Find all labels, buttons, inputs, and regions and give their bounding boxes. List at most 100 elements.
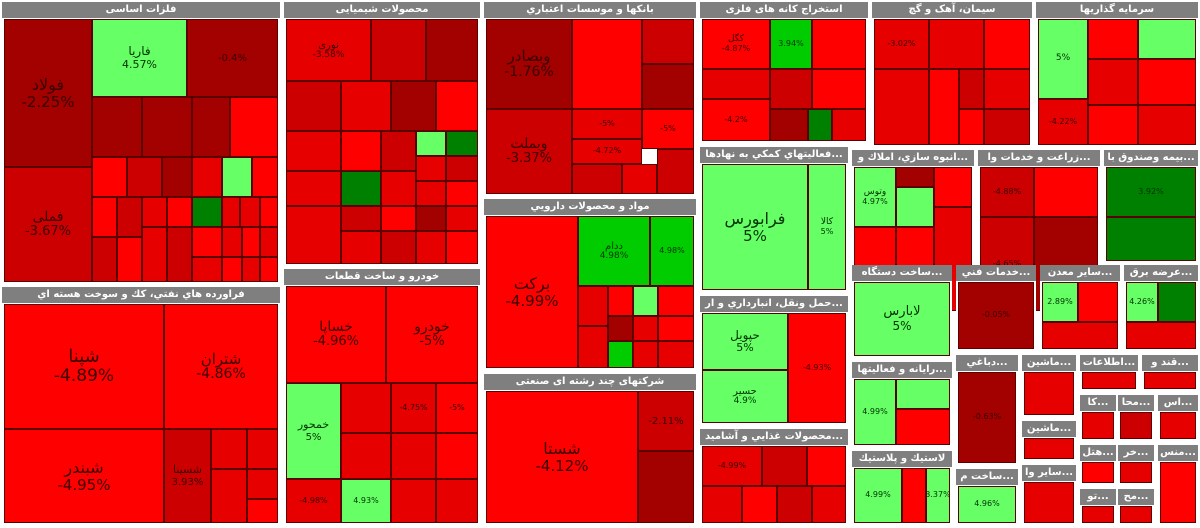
stock-tile-banks-t1[interactable]: -5% bbox=[572, 109, 642, 139]
sector-title[interactable]: ...بیمه وصندوق با bbox=[1104, 150, 1198, 166]
stock-tile-mining-kgol[interactable]: کگل -4.87% bbox=[702, 19, 770, 69]
sector-title[interactable]: ...خدمات فني bbox=[956, 265, 1036, 281]
stock-tile-to-t1[interactable] bbox=[1082, 506, 1114, 523]
stock-tile-metals-t1[interactable]: -0.4% bbox=[187, 19, 278, 97]
sector-title[interactable]: ...فعاليتهاي كمكي به نهادها bbox=[700, 147, 848, 163]
stock-tile[interactable] bbox=[286, 81, 341, 131]
stock-tile-auto-t1[interactable]: -4.75% bbox=[391, 383, 436, 433]
sector-title[interactable]: شرکتهای چند رشته ای صنعتی bbox=[484, 374, 696, 390]
stock-tile[interactable] bbox=[1078, 282, 1118, 322]
sector-panel-pharma[interactable]: مواد و محصولات دارويي برکت -4.99% ددام 4.98%… bbox=[484, 199, 696, 370]
stock-tile[interactable] bbox=[260, 257, 278, 282]
stock-tile-refinery-shapna[interactable]: شپنا -4.89% bbox=[4, 304, 164, 429]
stock-tile[interactable] bbox=[247, 429, 278, 469]
stock-tile[interactable] bbox=[622, 164, 657, 194]
stock-tile-metals-foolad[interactable]: فولاد -2.25% bbox=[4, 19, 92, 167]
sector-panel-metals[interactable]: فلزات اساسی فولاد -2.25% فملی -3.67% فاریا 4.5… bbox=[2, 2, 280, 284]
stock-tile-auto-khodro[interactable]: خودرو -5% bbox=[386, 286, 478, 383]
stock-tile[interactable] bbox=[812, 69, 866, 109]
stock-tile[interactable] bbox=[247, 499, 278, 523]
sector-title[interactable]: ...کا bbox=[1080, 395, 1116, 411]
sector-panel-info[interactable]: ...اطلاعات bbox=[1080, 355, 1138, 391]
stock-tile-sugar-t1[interactable] bbox=[1144, 372, 1196, 389]
stock-tile[interactable] bbox=[959, 69, 984, 109]
stock-tile-banks-t2[interactable]: -4.72% bbox=[572, 139, 642, 164]
sector-panel-machinery2[interactable]: ...ماشین bbox=[1022, 421, 1076, 461]
stock-tile[interactable] bbox=[240, 197, 260, 227]
stock-tile-moha-t1[interactable] bbox=[1120, 412, 1152, 439]
sector-panel-machinery[interactable]: ...ماشین bbox=[1022, 355, 1076, 417]
sector-title[interactable]: ...حمل ونقل، انبارداري و ار bbox=[700, 296, 848, 312]
stock-tile-other-v-t1[interactable] bbox=[1024, 482, 1074, 523]
stock-tile[interactable] bbox=[92, 237, 117, 282]
sector-panel-mining[interactable]: استخراج کانه های فلزی کگل -4.87% 3.94% -4.2% bbox=[700, 2, 868, 143]
sector-title[interactable]: ...ساخت دستگاه bbox=[852, 265, 952, 281]
sector-panel-power[interactable]: ...عرضه برق 4.26% bbox=[1124, 265, 1198, 351]
stock-tile[interactable] bbox=[929, 69, 959, 145]
sector-panel-refinery[interactable]: فراورده هاي نفتي، كك و سوخت هسته اي شپنا -… bbox=[2, 287, 280, 525]
stock-tile-metals-farya[interactable]: فاریا 4.57% bbox=[92, 19, 187, 97]
stock-tile-mining-t2[interactable]: -4.2% bbox=[702, 99, 770, 141]
stock-tile[interactable] bbox=[391, 479, 436, 523]
stock-tile[interactable] bbox=[381, 131, 416, 171]
stock-tile-multi-t1[interactable]: -2.11% bbox=[638, 391, 694, 451]
stock-tile[interactable] bbox=[1126, 322, 1196, 349]
sector-title[interactable]: ...سایر معدن bbox=[1040, 265, 1120, 281]
stock-tile[interactable] bbox=[222, 157, 252, 197]
sector-panel-chemicals[interactable]: محصولات شیمیایی نوری -3.58% bbox=[284, 2, 480, 266]
sector-panel-radio[interactable]: ...رايانه و فعاليتها 4.99% bbox=[852, 362, 952, 447]
sector-panel-banks[interactable]: بانكها و موسسات اعتباري وبصادر -1.76% وبملت… bbox=[484, 2, 696, 196]
stock-tile[interactable] bbox=[142, 197, 167, 227]
stock-tile[interactable] bbox=[341, 206, 381, 231]
sector-panel-food[interactable]: ...محصولات غذايي و آشامید -4.99% bbox=[700, 429, 848, 525]
sector-title[interactable]: ...منس bbox=[1158, 445, 1198, 461]
stock-tile-as-t1[interactable] bbox=[1160, 412, 1196, 439]
stock-tile[interactable] bbox=[341, 383, 391, 433]
stock-tile[interactable] bbox=[260, 197, 278, 227]
stock-tile-info-t1[interactable] bbox=[1082, 372, 1136, 389]
stock-tile[interactable] bbox=[211, 429, 247, 469]
stock-tile-auto-t3[interactable]: -4.98% bbox=[286, 479, 341, 523]
stock-tile[interactable] bbox=[608, 286, 633, 316]
stock-tile[interactable] bbox=[812, 19, 866, 69]
sector-panel-agri[interactable]: ...زراعت و خدمات وا -4.88% -4.65% bbox=[978, 150, 1100, 313]
sector-title[interactable]: ...زراعت و خدمات وا bbox=[978, 150, 1100, 166]
sector-title[interactable]: سرمايه گذاريها bbox=[1036, 2, 1198, 18]
stock-tile-refinery-shsina[interactable]: شسینا 3.93% bbox=[164, 429, 211, 523]
sector-title[interactable]: سیمان، آهک و گچ bbox=[872, 2, 1032, 18]
stock-tile-hotel-t1[interactable] bbox=[1082, 462, 1114, 483]
stock-tile-metals-fameli[interactable]: فملی -3.67% bbox=[4, 167, 92, 282]
sector-title[interactable]: ...دباغي bbox=[956, 355, 1018, 371]
stock-tile-tech-t1[interactable]: -0.05% bbox=[958, 282, 1034, 349]
stock-tile[interactable] bbox=[446, 231, 478, 264]
stock-tile[interactable] bbox=[1138, 105, 1196, 145]
stock-tile[interactable] bbox=[92, 97, 142, 157]
stock-tile[interactable] bbox=[260, 227, 278, 257]
stock-tile[interactable] bbox=[341, 433, 391, 479]
sector-panel-khar[interactable]: ...خر bbox=[1118, 445, 1154, 485]
stock-tile[interactable] bbox=[959, 109, 984, 145]
stock-tile[interactable] bbox=[896, 409, 950, 445]
sector-panel-multi[interactable]: شرکتهای چند رشته ای صنعتی شستا -4.12% -2.11… bbox=[484, 374, 696, 525]
sector-title[interactable]: ...ماشین bbox=[1022, 355, 1076, 371]
stock-tile[interactable] bbox=[222, 227, 242, 257]
stock-tile-realestate-t1[interactable]: وتوس 4.97% bbox=[854, 167, 896, 227]
sector-panel-sugar[interactable]: ...قند و bbox=[1142, 355, 1198, 391]
stock-tile[interactable] bbox=[578, 326, 608, 368]
stock-tile[interactable] bbox=[162, 157, 192, 197]
stock-tile[interactable] bbox=[381, 206, 416, 231]
stock-tile[interactable] bbox=[192, 157, 222, 197]
sector-panel-tech[interactable]: ...خدمات فني -0.05% bbox=[956, 265, 1036, 351]
stock-tile[interactable] bbox=[252, 157, 278, 197]
sector-title[interactable]: بانكها و موسسات اعتباري bbox=[484, 2, 696, 18]
stock-tile[interactable] bbox=[1106, 217, 1196, 261]
stock-tile[interactable] bbox=[192, 97, 230, 157]
stock-tile[interactable] bbox=[770, 109, 808, 141]
stock-tile-banks-vbsader[interactable]: وبصادر -1.76% bbox=[486, 19, 572, 109]
stock-tile[interactable] bbox=[117, 237, 142, 282]
stock-tile[interactable] bbox=[608, 341, 633, 368]
stock-tile[interactable] bbox=[658, 341, 694, 368]
stock-tile[interactable] bbox=[242, 257, 260, 282]
stock-tile-pharma-barakat[interactable]: برکت -4.99% bbox=[486, 216, 578, 368]
sector-title[interactable]: ...خر bbox=[1118, 445, 1154, 461]
